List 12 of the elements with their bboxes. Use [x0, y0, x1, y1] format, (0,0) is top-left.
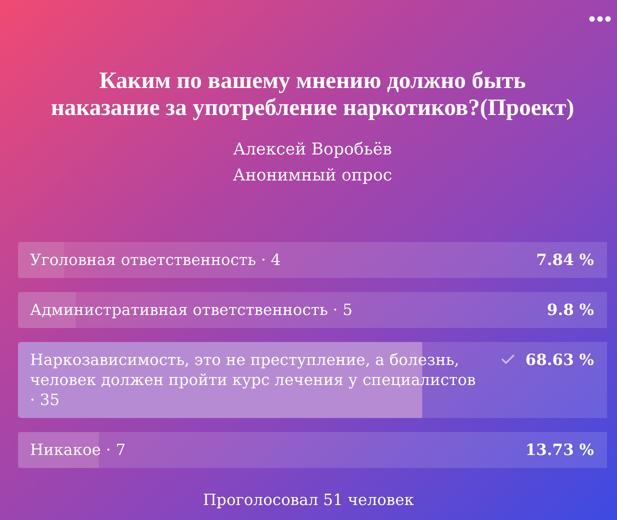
data-label: 68.63 %	[525, 350, 594, 369]
text: Анонимный опрос	[232, 166, 392, 184]
chart-title: Каким по вашему мнению должно быть наказание за употребление наркотиков?(Проект)	[50, 68, 574, 121]
data-label: 13.73 %	[525, 440, 594, 459]
data-label: 9.8 %	[546, 300, 594, 319]
y-tick-label: Никакое · 7	[30, 441, 126, 459]
text: Проголосовал 51 человек	[203, 491, 414, 509]
y-tick-label: Наркозависимость, это не преступление, а болезнь, человек должен пройти курс лечения у специалистов · 35	[30, 351, 476, 409]
y-tick-label: Административная ответственность · 5	[30, 301, 353, 319]
data-label: 7.84 %	[536, 250, 594, 269]
y-tick-label: Уголовная ответственность · 4	[30, 251, 281, 269]
chart-subtitle: Алексей Воробьёв	[233, 140, 392, 158]
